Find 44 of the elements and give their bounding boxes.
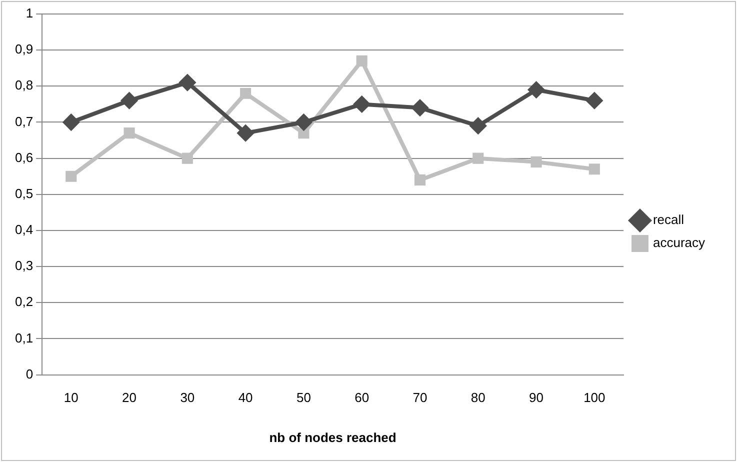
x-axis-title: nb of nodes reached <box>269 430 396 445</box>
y-tick-label: 0,4 <box>14 222 34 238</box>
point <box>354 96 370 112</box>
point <box>66 170 77 182</box>
point <box>588 164 600 175</box>
y-tick-label: 0,9 <box>14 42 34 57</box>
point <box>182 152 193 164</box>
y-tick-label: 0,2 <box>14 294 34 310</box>
x-tick-label: 90 <box>529 390 544 406</box>
x-tick-label: 30 <box>180 390 195 406</box>
y-tick-label: 0,3 <box>14 258 34 274</box>
point <box>298 128 310 139</box>
point <box>530 156 542 168</box>
point <box>296 114 312 130</box>
point <box>238 125 254 142</box>
x-tick-label: 100 <box>584 390 606 406</box>
point <box>414 174 426 186</box>
y-tick-label: 0,5 <box>14 186 34 201</box>
y-tick-label: 0,6 <box>14 150 34 165</box>
point <box>472 152 484 164</box>
point <box>124 128 135 139</box>
y-tick-label: 0,7 <box>14 114 34 129</box>
point <box>63 114 80 130</box>
x-tick-label: 60 <box>354 390 370 406</box>
x-tick-label: 50 <box>296 390 311 406</box>
point <box>586 92 602 109</box>
y-tick-label: 1 <box>26 6 34 21</box>
legend-label: recall <box>652 212 684 228</box>
x-tick-label: 80 <box>470 390 486 406</box>
y-tick-label: 0,1 <box>14 330 34 346</box>
x-tick-label: 40 <box>238 390 253 406</box>
point <box>356 55 368 66</box>
point <box>179 74 196 91</box>
point <box>121 92 138 109</box>
point <box>528 82 544 98</box>
x-tick-label: 10 <box>64 390 78 406</box>
y-tick-label: 0 <box>26 366 34 382</box>
point <box>470 118 486 134</box>
x-tick-label: 70 <box>412 390 428 406</box>
x-tick-label: 20 <box>122 390 137 406</box>
y-tick-label: 0,8 <box>14 78 34 93</box>
point <box>412 100 428 116</box>
legend-label: accuracy <box>652 235 706 250</box>
point <box>240 88 252 99</box>
